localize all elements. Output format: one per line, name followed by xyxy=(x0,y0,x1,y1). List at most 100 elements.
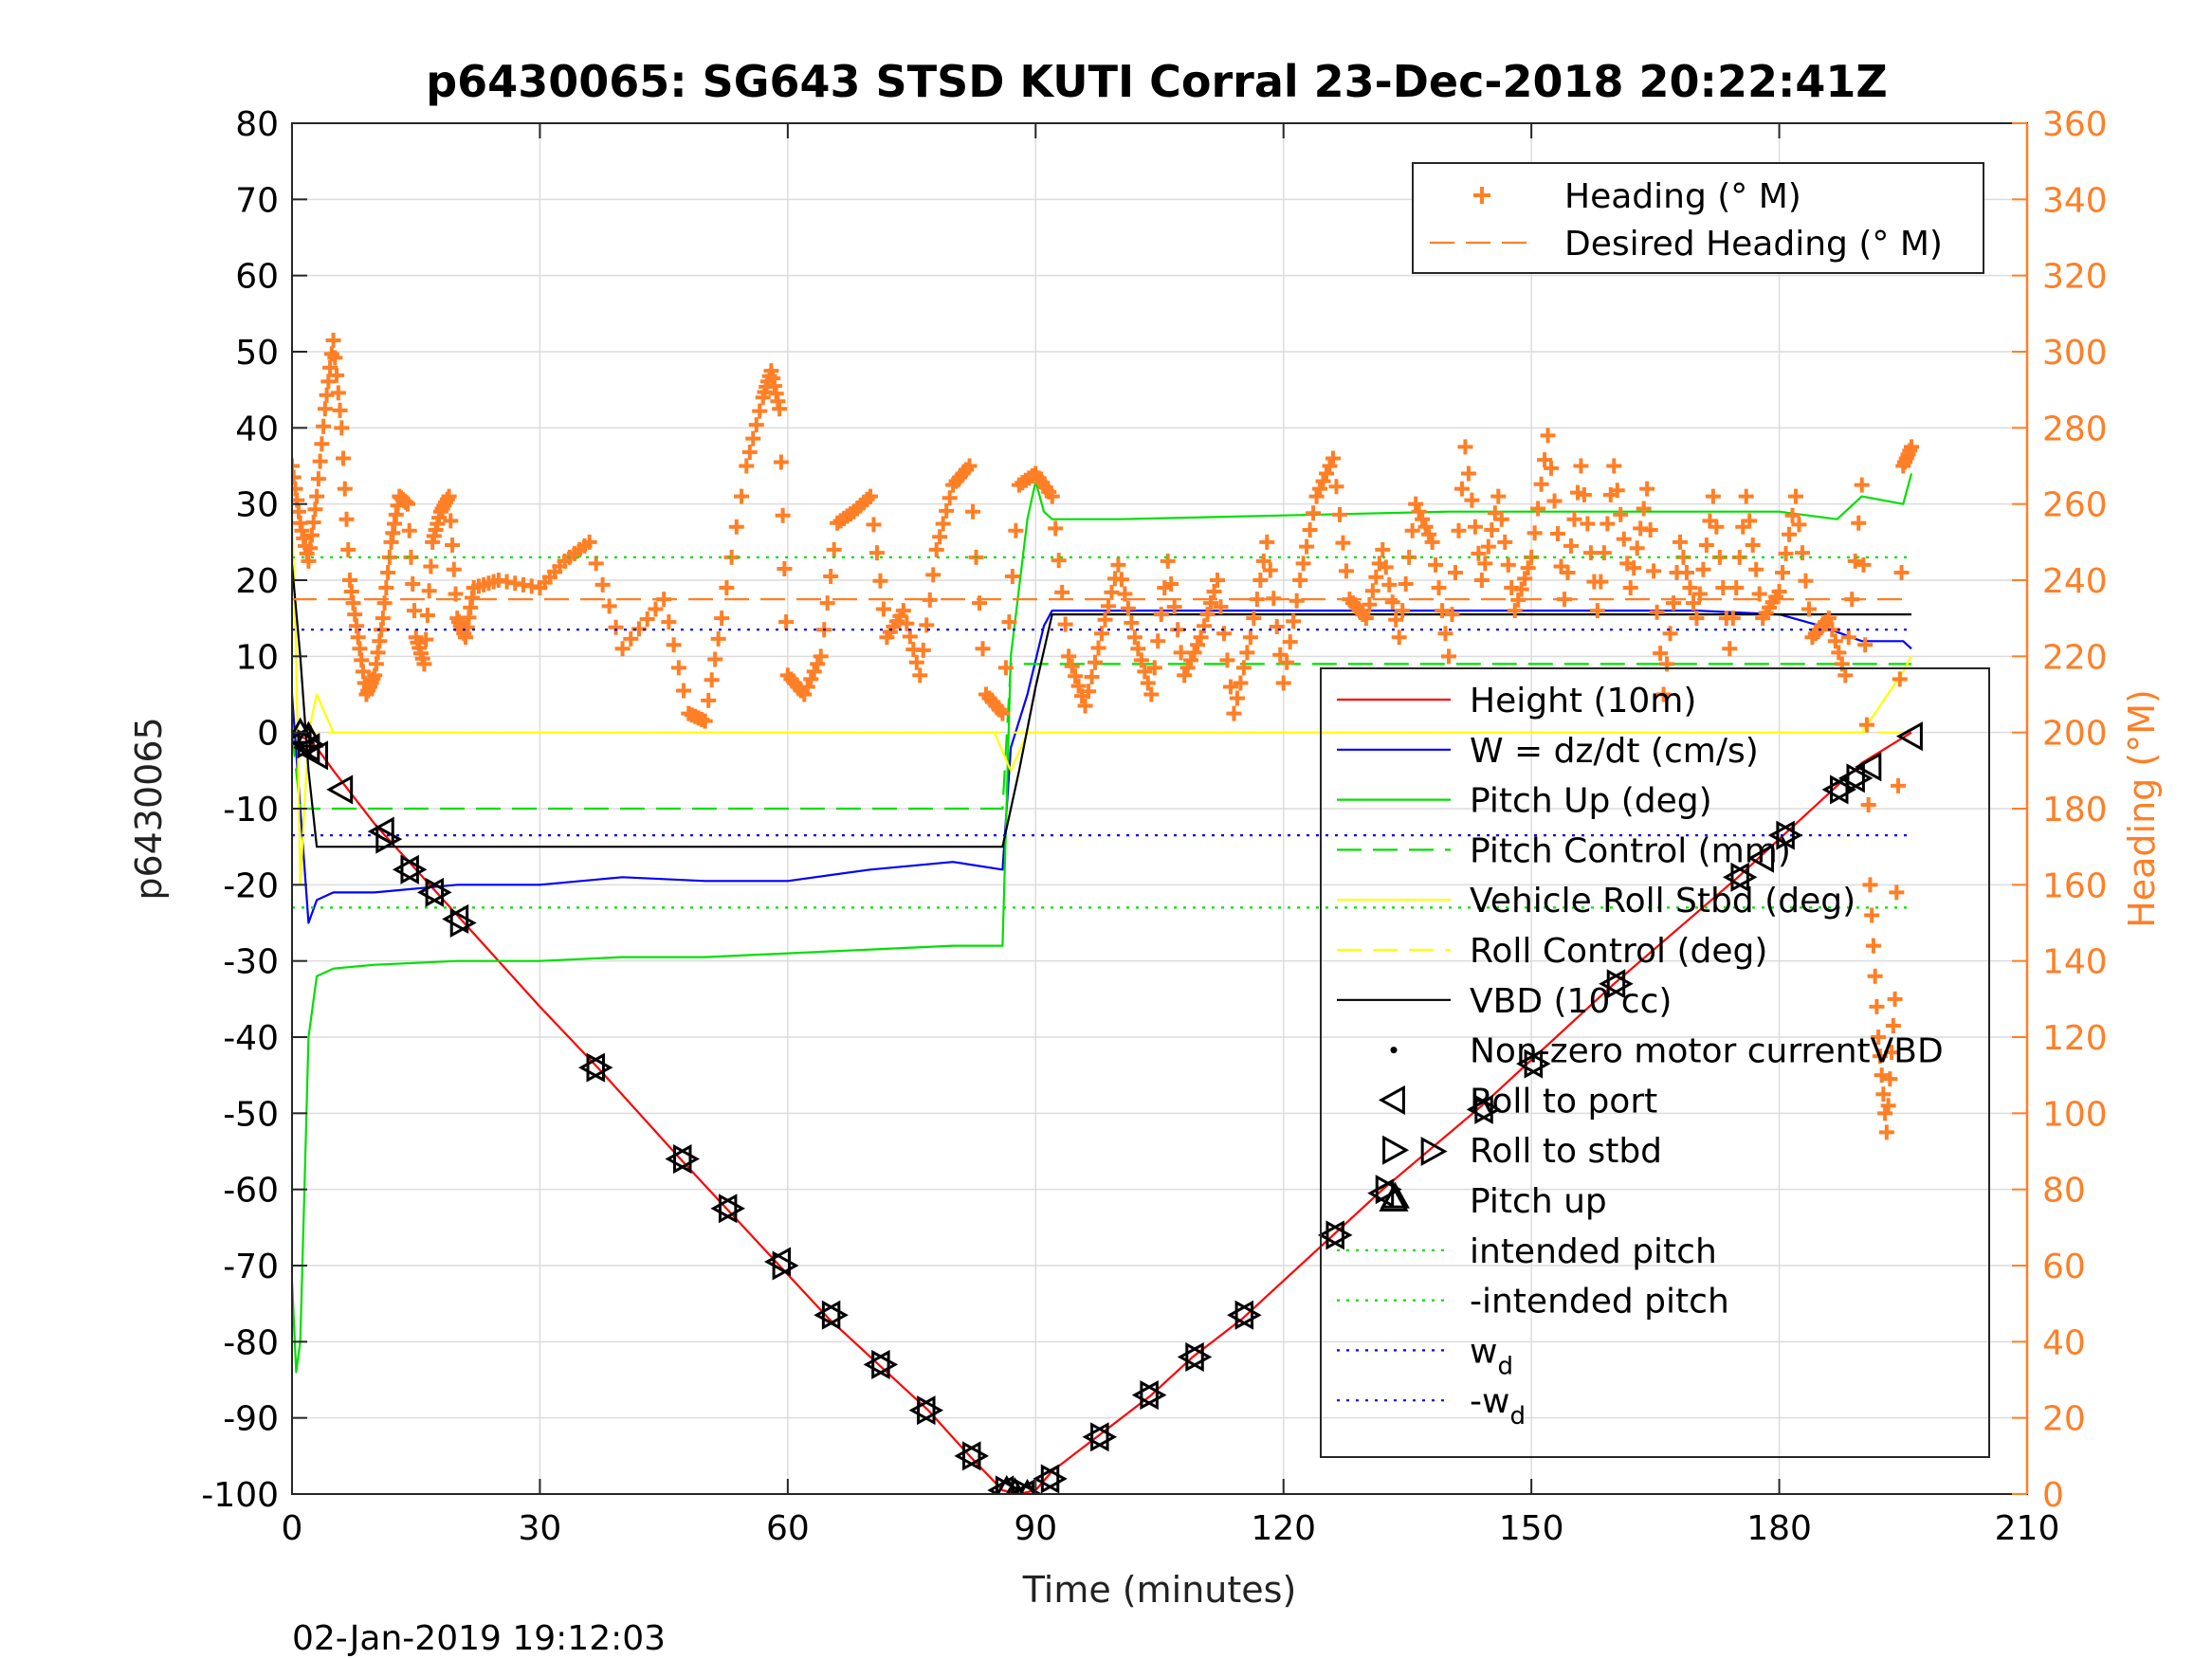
heading-point xyxy=(1596,545,1612,561)
heading-point xyxy=(1417,519,1434,535)
heading-point xyxy=(441,488,457,504)
legend-sample xyxy=(1382,1135,1410,1165)
heading-point xyxy=(1190,637,1206,653)
heading-point xyxy=(1642,521,1658,538)
heading-point xyxy=(773,454,789,470)
y-right-tick-label: 140 xyxy=(2042,943,2108,982)
y-right-tick-label: 240 xyxy=(2042,562,2108,601)
x-tick-label: 120 xyxy=(1251,1509,1316,1548)
roll-to-port-marker xyxy=(1747,843,1775,873)
heading-point xyxy=(1113,572,1129,588)
heading-point xyxy=(1302,521,1318,538)
y-right-tick-label: 40 xyxy=(2042,1323,2086,1362)
heading-point xyxy=(739,458,755,474)
heading-point xyxy=(1428,556,1444,573)
y-right-tick-label: 200 xyxy=(2042,715,2108,754)
heading-point xyxy=(1820,611,1837,627)
heading-point xyxy=(1088,654,1104,670)
heading-point xyxy=(332,402,348,418)
heading-point xyxy=(1395,603,1411,619)
roll-to-stbd-marker xyxy=(1776,820,1803,850)
heading-point xyxy=(401,522,417,538)
y-tick-label: 50 xyxy=(235,334,279,373)
x-tick-label: 150 xyxy=(1499,1509,1564,1548)
heading-point xyxy=(701,692,717,708)
legend-label: W = dz/dt (cm/s) xyxy=(1470,732,1759,771)
heading-point xyxy=(1233,675,1249,691)
heading-point xyxy=(1081,684,1097,700)
heading-point xyxy=(1613,506,1629,522)
heading-point xyxy=(1275,675,1291,691)
heading-point xyxy=(380,564,396,580)
y-axis-label: p6430065 xyxy=(128,717,170,900)
heading-point xyxy=(1226,705,1242,721)
heading-point xyxy=(1745,538,1761,554)
heading-point xyxy=(601,598,617,614)
heading-point xyxy=(1322,458,1338,474)
heading-point xyxy=(1738,488,1754,504)
heading-point xyxy=(1279,654,1295,670)
roll-to-stbd-marker xyxy=(1524,1048,1551,1079)
x-tick-label: 180 xyxy=(1746,1509,1812,1548)
heading-point xyxy=(1077,698,1093,714)
heading-point xyxy=(1094,626,1109,642)
heading-point xyxy=(1312,481,1328,497)
heading-point xyxy=(975,641,991,657)
heading-point xyxy=(292,458,300,474)
legend-main-entry: VBD (10 cc) xyxy=(1337,982,1672,1021)
heading-point xyxy=(376,595,393,611)
heading-point xyxy=(1695,561,1711,577)
roll-to-port-marker xyxy=(1722,862,1749,892)
heading-point xyxy=(1484,521,1500,538)
y-right-tick-label: 0 xyxy=(2042,1476,2064,1515)
heading-point xyxy=(1477,556,1493,572)
legend-label: Vehicle Roll Stbd (deg) xyxy=(1470,882,1856,921)
heading-point xyxy=(1801,601,1817,617)
heading-point xyxy=(1381,576,1398,592)
heading-point xyxy=(334,420,350,436)
y-axis-right: 0 20 40 60 80 100 120 140 160 180 200 220 240 260 280 3… xyxy=(2012,105,2108,1515)
heading-point xyxy=(1874,1067,1890,1084)
y-tick-label: -100 xyxy=(201,1476,279,1515)
roll-to-port-marker xyxy=(954,1441,981,1471)
heading-point xyxy=(1269,619,1285,635)
heading-point xyxy=(1885,1017,1901,1033)
heading-point xyxy=(1213,599,1229,615)
pitch-up-marker xyxy=(292,717,316,744)
heading-point xyxy=(1100,598,1116,614)
roll-to-port-marker xyxy=(1837,763,1865,793)
roll-to-stbd-marker xyxy=(1185,1341,1213,1372)
heading-point xyxy=(1057,616,1073,632)
roll-to-stbd-marker xyxy=(1090,1422,1118,1452)
heading-point xyxy=(1689,611,1705,627)
heading-point xyxy=(1748,561,1764,577)
series-heading-m xyxy=(292,332,1919,1140)
heading-point xyxy=(1500,556,1516,573)
heading-point xyxy=(1526,525,1543,541)
series-w-dz-dt-cm-s xyxy=(292,609,1912,924)
roll-to-port-marker xyxy=(367,816,394,847)
heading-point xyxy=(1272,647,1289,663)
heading-point xyxy=(1084,669,1100,685)
heading-point xyxy=(775,507,791,523)
heading-point xyxy=(1001,614,1017,630)
heading-point xyxy=(661,614,677,630)
heading-point xyxy=(915,642,931,658)
heading-point xyxy=(1626,560,1642,576)
roll-to-stbd-marker xyxy=(1140,1380,1167,1411)
roll-to-stbd-marker xyxy=(1040,1464,1068,1494)
heading-point xyxy=(1840,629,1856,646)
heading-point xyxy=(1860,796,1876,812)
heading-point xyxy=(1878,1124,1894,1140)
legend-heading-box xyxy=(1412,162,1984,274)
heading-point xyxy=(1054,584,1070,600)
heading-point xyxy=(1616,531,1632,547)
legend-main-entry: Height (10m) xyxy=(1337,682,1696,720)
heading-point xyxy=(1507,603,1523,619)
heading-point xyxy=(1622,580,1638,596)
heading-point xyxy=(581,534,597,550)
legend-label: Pitch up xyxy=(1470,1182,1607,1221)
heading-point xyxy=(670,660,686,676)
heading-point xyxy=(1877,1105,1893,1121)
heading-point xyxy=(319,387,335,403)
